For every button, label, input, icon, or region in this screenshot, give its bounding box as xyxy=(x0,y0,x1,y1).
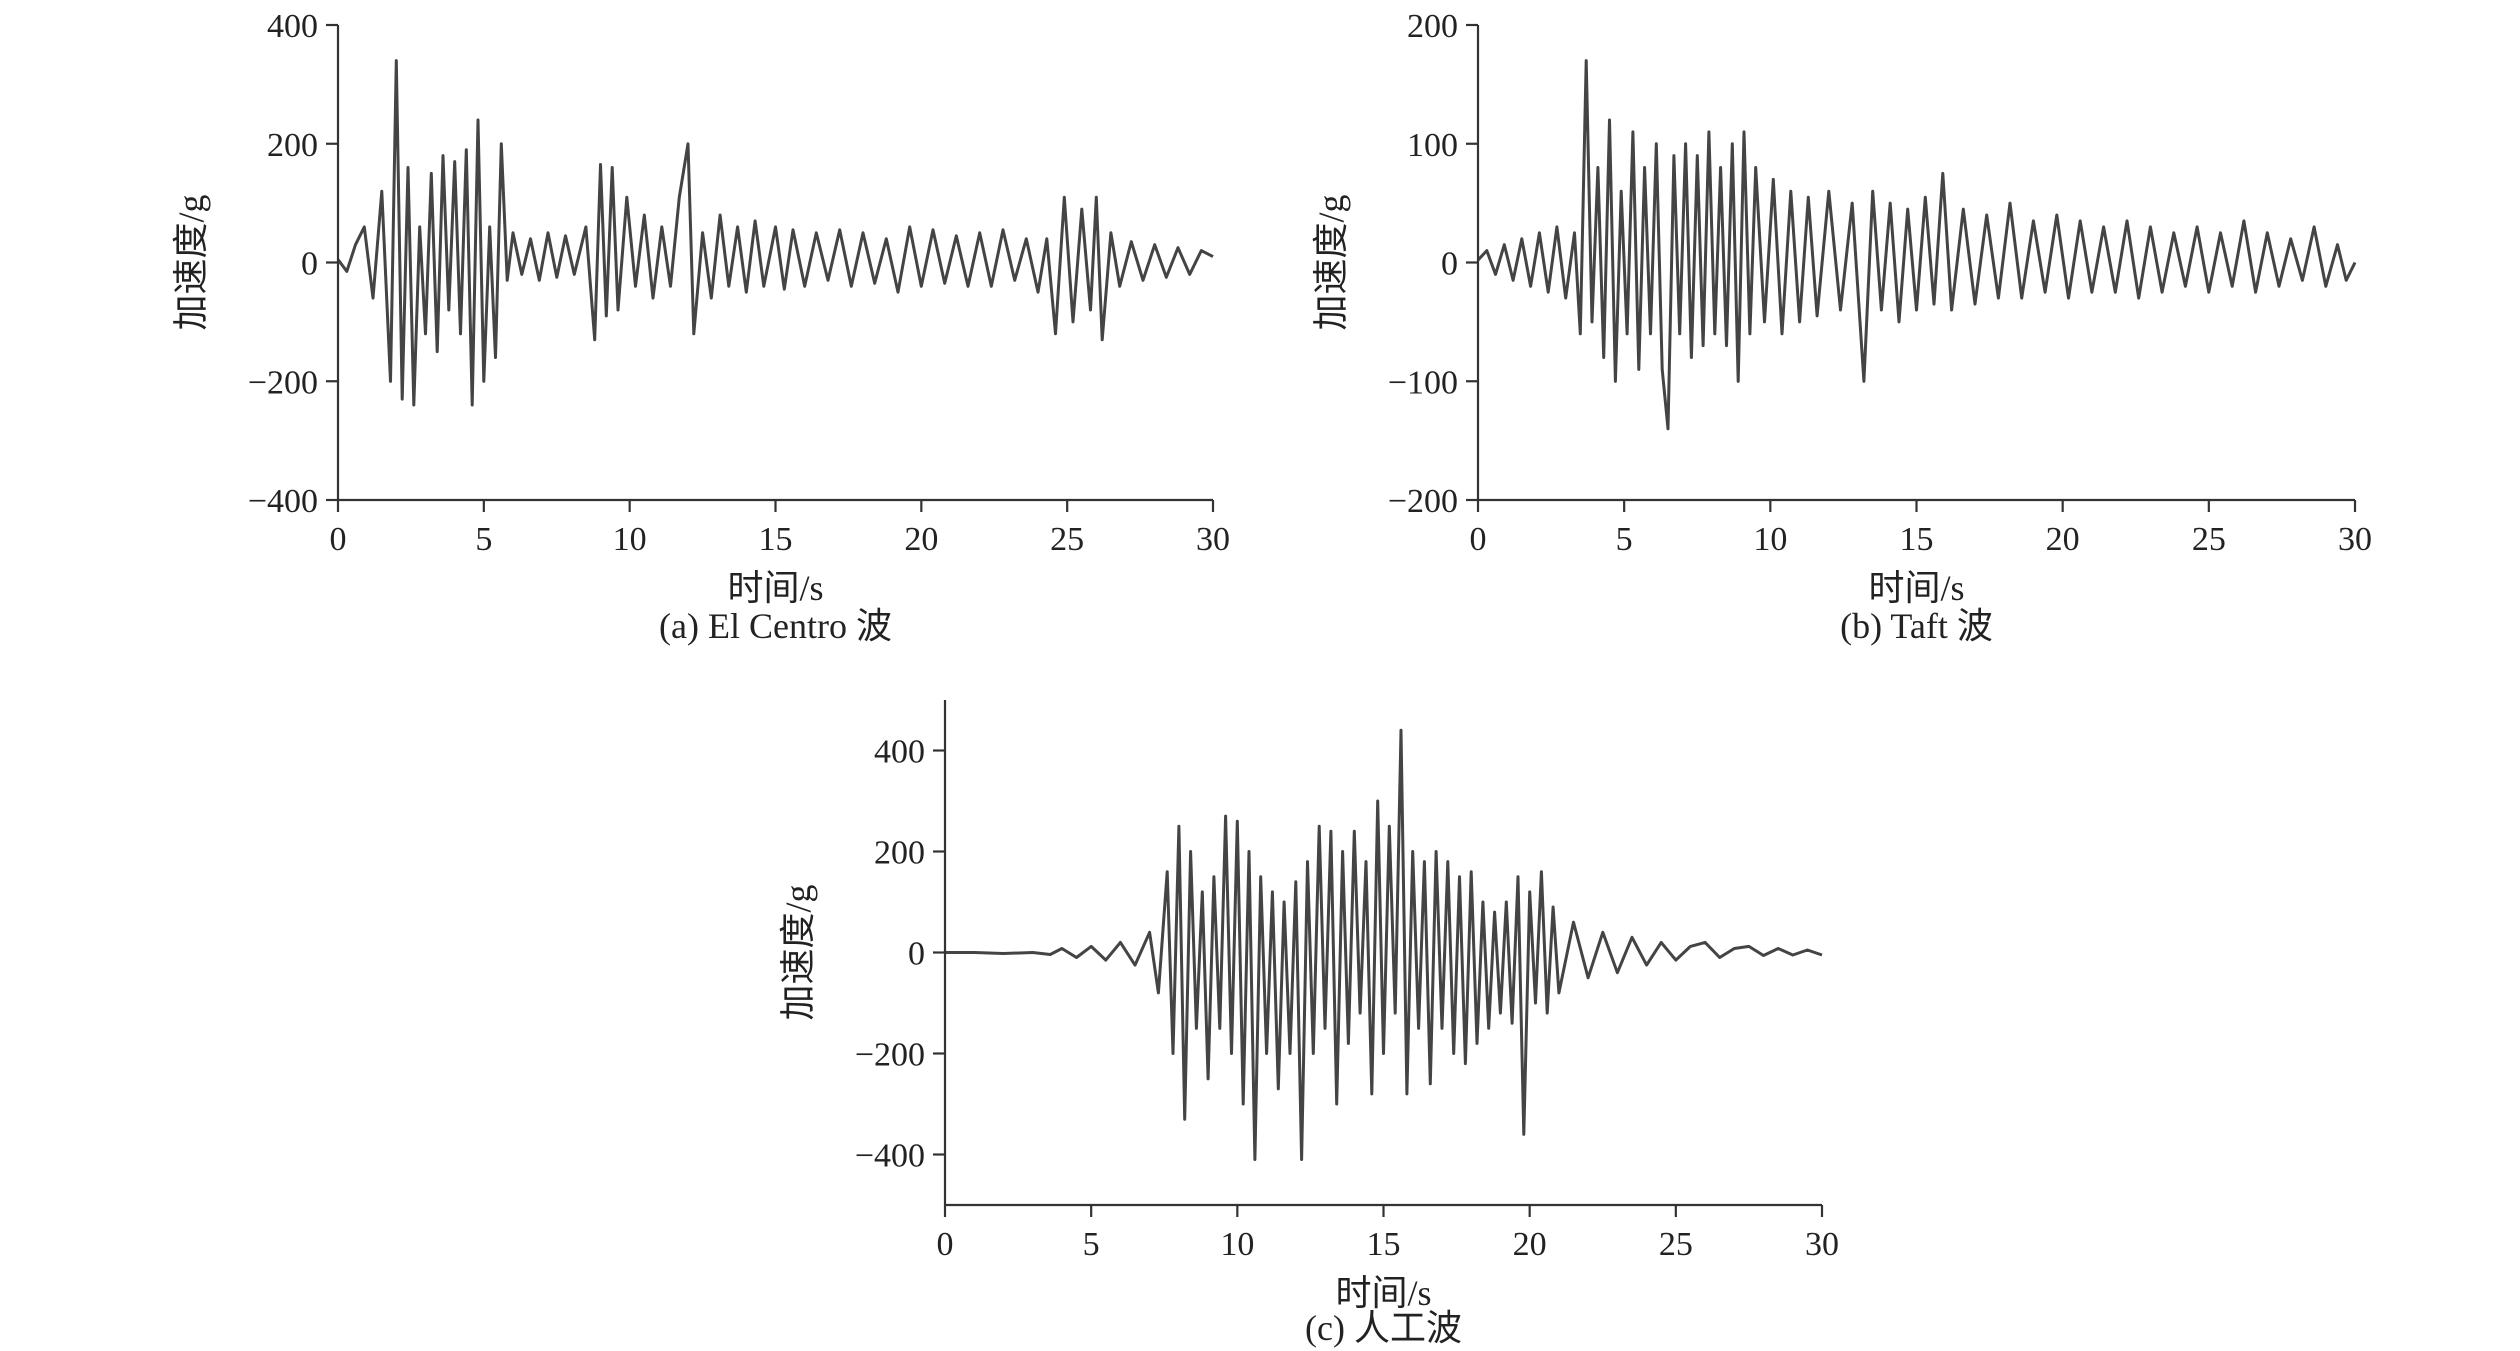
y-tick-label: 0 xyxy=(301,246,318,283)
x-axis-label: 时间/s xyxy=(727,568,823,608)
panel-artificial: 0 5 10 15 20 25 30 −400 −200 0 200 400 时间/s 加速度/g (c) … xyxy=(778,700,1839,1348)
x-tick-label: 30 xyxy=(2338,521,2372,558)
panel-el-centro: 0 5 10 15 20 25 30 −400 −200 0 200 400 时间/s 加速度/g (a) … xyxy=(171,8,1230,646)
y-tick-label: 0 xyxy=(1441,246,1458,283)
y-tick-label: 400 xyxy=(874,734,925,771)
x-tick-label: 5 xyxy=(1083,1226,1100,1263)
x-tick-label: 25 xyxy=(2192,521,2226,558)
x-tick-label: 10 xyxy=(1220,1226,1254,1263)
x-tick-label: 5 xyxy=(1616,521,1633,558)
x-tick-label: 0 xyxy=(937,1226,954,1263)
y-tick-label: −100 xyxy=(1388,364,1458,401)
waveform-line xyxy=(945,728,1823,1161)
x-tick-label: 15 xyxy=(759,521,793,558)
y-axis-label: 加速度/g xyxy=(778,884,818,1020)
x-tick-label: 25 xyxy=(1659,1226,1693,1263)
x-tick-label: 10 xyxy=(613,521,647,558)
x-tick-label: 15 xyxy=(1367,1226,1401,1263)
x-tick-label: 20 xyxy=(1513,1226,1547,1263)
y-tick-label: 0 xyxy=(908,936,925,973)
y-tick-label: −200 xyxy=(1388,483,1458,520)
x-tick-label: 30 xyxy=(1196,521,1230,558)
x-tick-label: 0 xyxy=(330,521,347,558)
x-tick-label: 10 xyxy=(1753,521,1787,558)
x-tick-label: 5 xyxy=(475,521,492,558)
waveform-line xyxy=(336,59,1214,407)
x-tick-label: 0 xyxy=(1470,521,1487,558)
panel-taft: 0 5 10 15 20 25 30 −200 −100 0 100 200 时间/s 加速度/g (b) … xyxy=(1311,8,2372,646)
waveform-line xyxy=(1476,59,2357,431)
x-axis-label: 时间/s xyxy=(1335,1273,1431,1313)
y-axis-label: 加速度/g xyxy=(171,194,211,330)
y-tick-label: −400 xyxy=(855,1138,925,1175)
y-tick-label: 200 xyxy=(874,835,925,872)
x-axis-label: 时间/s xyxy=(1868,568,1964,608)
x-tick-label: 20 xyxy=(904,521,938,558)
panel-caption: (a) El Centro 波 xyxy=(659,606,892,646)
y-tick-label: 200 xyxy=(1407,8,1458,45)
x-tick-label: 30 xyxy=(1805,1226,1839,1263)
panel-caption: (b) Taft 波 xyxy=(1840,606,1993,646)
x-tick-label: 15 xyxy=(1900,521,1934,558)
y-tick-label: −200 xyxy=(248,364,318,401)
y-tick-label: −400 xyxy=(248,483,318,520)
panel-caption: (c) 人工波 xyxy=(1305,1308,1462,1348)
x-tick-label: 25 xyxy=(1050,521,1084,558)
y-tick-label: 400 xyxy=(267,8,318,45)
y-axis-label: 加速度/g xyxy=(1311,194,1351,330)
y-tick-label: 100 xyxy=(1407,127,1458,164)
y-tick-label: −200 xyxy=(855,1037,925,1074)
y-tick-label: 200 xyxy=(267,127,318,164)
x-tick-label: 20 xyxy=(2046,521,2080,558)
